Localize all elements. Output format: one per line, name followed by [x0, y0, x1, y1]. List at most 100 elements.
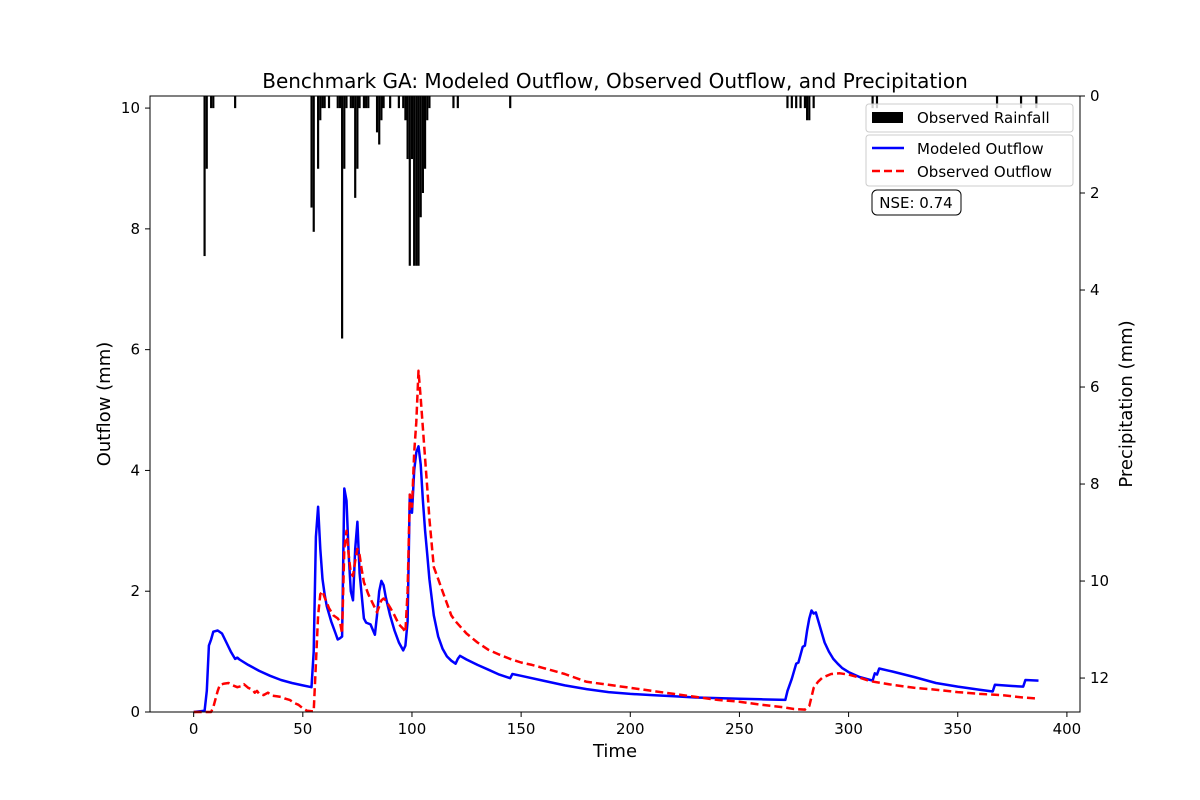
rainfall-legend-box: [865, 103, 1074, 133]
y-tick-label-6: 6: [130, 341, 140, 359]
rainfall-legend: Observed Rainfall: [865, 103, 1074, 133]
rain-bar-19: [354, 96, 357, 198]
rain-bar-50: [799, 96, 802, 109]
rain-bar-10: [323, 96, 326, 109]
y-tick-label-10: 10: [121, 99, 140, 117]
y-tick-label-8: 8: [130, 220, 140, 238]
rain-bar-13: [338, 96, 342, 109]
rain-bar-5: [310, 96, 313, 208]
rain-bar-4: [234, 96, 237, 109]
rain-bar-17: [349, 96, 352, 109]
x-tick-label-200: 200: [616, 720, 645, 738]
rain-bar-32: [404, 96, 407, 121]
rain-bar-7: [317, 96, 320, 169]
y2-tick-label-4: 4: [1090, 281, 1100, 299]
rain-bar-1: [205, 96, 208, 169]
rain-bar-54: [812, 96, 815, 109]
x-tick-label-250: 250: [725, 720, 754, 738]
rain-bar-55: [871, 96, 874, 109]
rain-bar-30: [397, 96, 400, 109]
rain-bar-16: [345, 96, 348, 109]
rain-bar-39: [419, 96, 422, 218]
rain-bar-3: [212, 96, 215, 109]
x-axis-ticks: 0 50 100 150 200 250 300 350 400: [189, 712, 1081, 738]
rain-bar-46: [509, 96, 512, 109]
rain-bar-14: [341, 96, 344, 339]
rain-bar-12: [336, 96, 339, 109]
y2-tick-label-2: 2: [1090, 184, 1100, 202]
plot-frame: [149, 95, 1081, 713]
y-tick-label-2: 2: [130, 582, 140, 600]
y2-tick-label-12: 12: [1090, 669, 1109, 687]
series-layer: [193, 369, 1039, 714]
rain-bar-2: [210, 96, 213, 109]
x-tick-label-400: 400: [1053, 720, 1082, 738]
rain-bar-59: [1035, 96, 1038, 109]
rain-bar-37: [415, 96, 418, 266]
x-tick-label-350: 350: [943, 720, 972, 738]
series-line-modeled-outflow: [193, 445, 1039, 714]
x-tick-label-150: 150: [507, 720, 536, 738]
y-axis-ticks: 0 2 4 6 8 10: [121, 99, 150, 721]
rain-bar-20: [356, 96, 359, 169]
x-tick-label-0: 0: [189, 720, 199, 738]
y2-tick-label-10: 10: [1090, 572, 1109, 590]
rain-bar-38: [417, 96, 420, 266]
rain-bar-28: [382, 96, 385, 109]
x-tick-label-50: 50: [293, 720, 312, 738]
rain-bar-0: [203, 96, 206, 257]
y2-axis-ticks: 0 2 4 6 8 10 12: [1080, 87, 1109, 687]
rain-bar-34: [408, 96, 411, 266]
rain-bar-11: [327, 96, 331, 109]
rain-bar-27: [380, 96, 383, 121]
rain-bar-21: [358, 96, 361, 109]
rain-bar-33: [406, 96, 409, 160]
observed-legend-label: Observed Outflow: [917, 163, 1052, 181]
y2-tick-label-8: 8: [1090, 475, 1100, 493]
rain-bar-6: [312, 96, 315, 232]
y-tick-label-4: 4: [130, 461, 140, 479]
rain-bar-26: [378, 96, 381, 145]
rain-bar-58: [1019, 96, 1023, 109]
precipitation-bars: [203, 96, 1038, 339]
rain-bar-53: [808, 96, 811, 121]
x-axis-label: Time: [592, 741, 637, 762]
nse-label: NSE: 0.74: [879, 194, 952, 212]
outflow-legend-box: [865, 134, 1074, 187]
rain-bar-48: [790, 96, 793, 109]
x-tick-label-300: 300: [834, 720, 863, 738]
nse-box: [871, 189, 962, 216]
rain-bar-25: [375, 96, 379, 133]
rain-bar-57: [995, 96, 999, 109]
rain-bar-52: [806, 96, 809, 121]
rainfall-legend-swatch: [872, 112, 903, 123]
rain-bar-31: [402, 96, 405, 109]
rain-bar-22: [362, 96, 366, 109]
y2-tick-label-0: 0: [1090, 87, 1100, 105]
y2-axis-label: Precipitation (mm): [1116, 320, 1137, 487]
y-axis-label: Outflow (mm): [94, 342, 115, 467]
rain-bar-42: [426, 96, 429, 121]
y-tick-label-0: 0: [130, 703, 140, 721]
rain-bar-36: [413, 96, 416, 266]
rain-bar-23: [365, 96, 368, 109]
rain-bar-40: [421, 96, 424, 194]
series-line-observed-outflow: [193, 369, 1039, 714]
rain-bar-49: [795, 96, 798, 109]
rain-bar-24: [367, 96, 370, 109]
chart-title: Benchmark GA: Modeled Outflow, Observed …: [262, 69, 968, 93]
rain-bar-43: [428, 96, 431, 109]
outflow-legend: Modeled Outflow Observed Outflow: [865, 134, 1074, 187]
nse-annotation: NSE: 0.74: [871, 189, 962, 216]
rain-bar-44: [452, 96, 455, 109]
x-tick-label-100: 100: [398, 720, 427, 738]
modeled-legend-label: Modeled Outflow: [917, 140, 1044, 158]
rain-bar-56: [875, 96, 879, 109]
rain-bar-41: [423, 96, 427, 169]
rain-bar-47: [786, 96, 789, 109]
rain-bar-9: [321, 96, 324, 109]
rain-bar-15: [343, 96, 346, 169]
rain-bar-18: [351, 96, 355, 109]
rain-bar-35: [410, 96, 414, 160]
